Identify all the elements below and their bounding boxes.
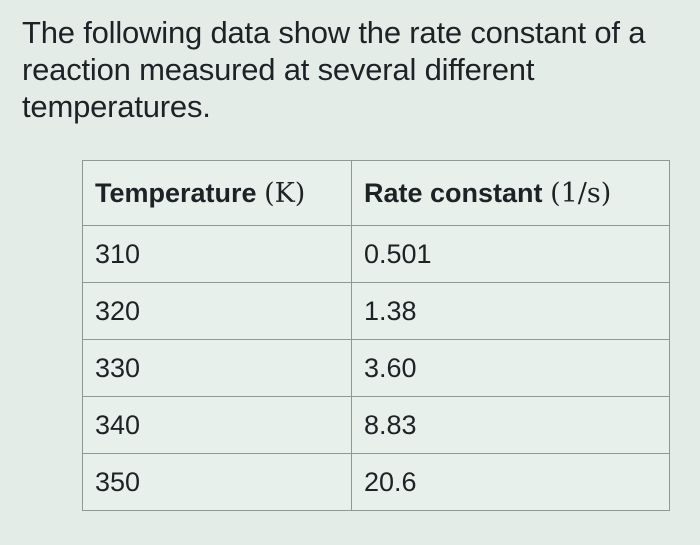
column-header-label: Temperature [95,177,257,208]
rate-constant-cell: 8.83 [351,396,670,454]
temperature-cell: 330 [82,339,352,397]
temperature-cell: 340 [82,396,352,454]
rate-constant-cell: 3.60 [351,339,670,397]
table-row: 330 3.60 [82,339,670,397]
rate-constant-cell: 0.501 [351,225,670,283]
temperature-cell: 350 [82,453,352,511]
temperature-cell: 310 [82,225,352,283]
data-table: Temperature (K) Rate constant (1/s) 310 … [82,160,670,511]
rate-constant-cell: 1.38 [351,282,670,340]
table-row: 350 20.6 [82,453,670,511]
table-header-row: Temperature (K) Rate constant (1/s) [82,160,670,226]
rate-constant-cell: 20.6 [351,453,670,511]
table-row: 340 8.83 [82,396,670,454]
problem-statement: The following data show the rate constan… [22,15,646,124]
column-header-unit: (1/s) [550,177,612,209]
column-header-rate-constant: Rate constant (1/s) [351,160,670,226]
table-row: 320 1.38 [82,282,670,340]
column-header-temperature: Temperature (K) [82,160,352,226]
column-header-label: Rate constant [364,177,543,208]
column-header-unit: (K) [264,177,306,209]
table-row: 310 0.501 [82,225,670,283]
temperature-cell: 320 [82,282,352,340]
